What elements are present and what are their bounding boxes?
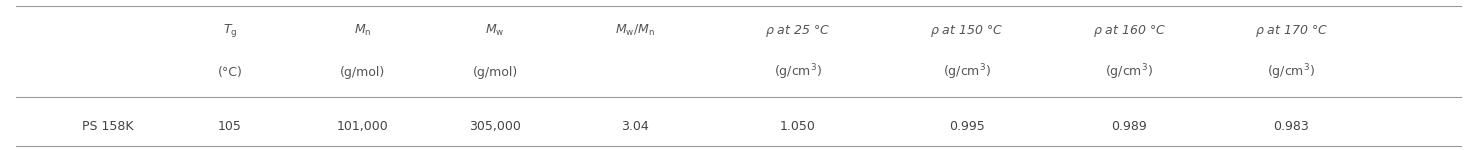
Text: $\rho$ at 160 °C: $\rho$ at 160 °C [1093,23,1165,39]
Text: $M_{\mathrm{w}}/M_{\mathrm{n}}$: $M_{\mathrm{w}}/M_{\mathrm{n}}$ [616,23,656,38]
Text: 0.983: 0.983 [1273,120,1309,133]
Text: PS 158K: PS 158K [83,120,134,133]
Text: $T_{\mathrm{g}}$: $T_{\mathrm{g}}$ [223,22,238,39]
Text: (°C): (°C) [217,66,242,79]
Text: $\rho$ at 25 °C: $\rho$ at 25 °C [765,23,830,39]
Text: 101,000: 101,000 [337,120,388,133]
Text: (g/cm$^3$): (g/cm$^3$) [774,62,821,82]
Text: 1.050: 1.050 [780,120,815,133]
Text: $M_{\mathrm{w}}$: $M_{\mathrm{w}}$ [486,23,505,38]
Text: 0.989: 0.989 [1111,120,1148,133]
Text: (g/mol): (g/mol) [340,66,385,79]
Text: 0.995: 0.995 [950,120,985,133]
Text: (g/cm$^3$): (g/cm$^3$) [1105,62,1154,82]
Text: 305,000: 305,000 [470,120,521,133]
Text: $\rho$ at 150 °C: $\rho$ at 150 °C [931,23,1003,39]
Text: $\rho$ at 170 °C: $\rho$ at 170 °C [1255,23,1328,39]
Text: (g/cm$^3$): (g/cm$^3$) [1267,62,1316,82]
Text: $M_{\mathrm{n}}$: $M_{\mathrm{n}}$ [354,23,371,38]
Text: (g/cm$^3$): (g/cm$^3$) [942,62,991,82]
Text: (g/mol): (g/mol) [473,66,518,79]
Text: 105: 105 [219,120,242,133]
Text: 3.04: 3.04 [622,120,650,133]
